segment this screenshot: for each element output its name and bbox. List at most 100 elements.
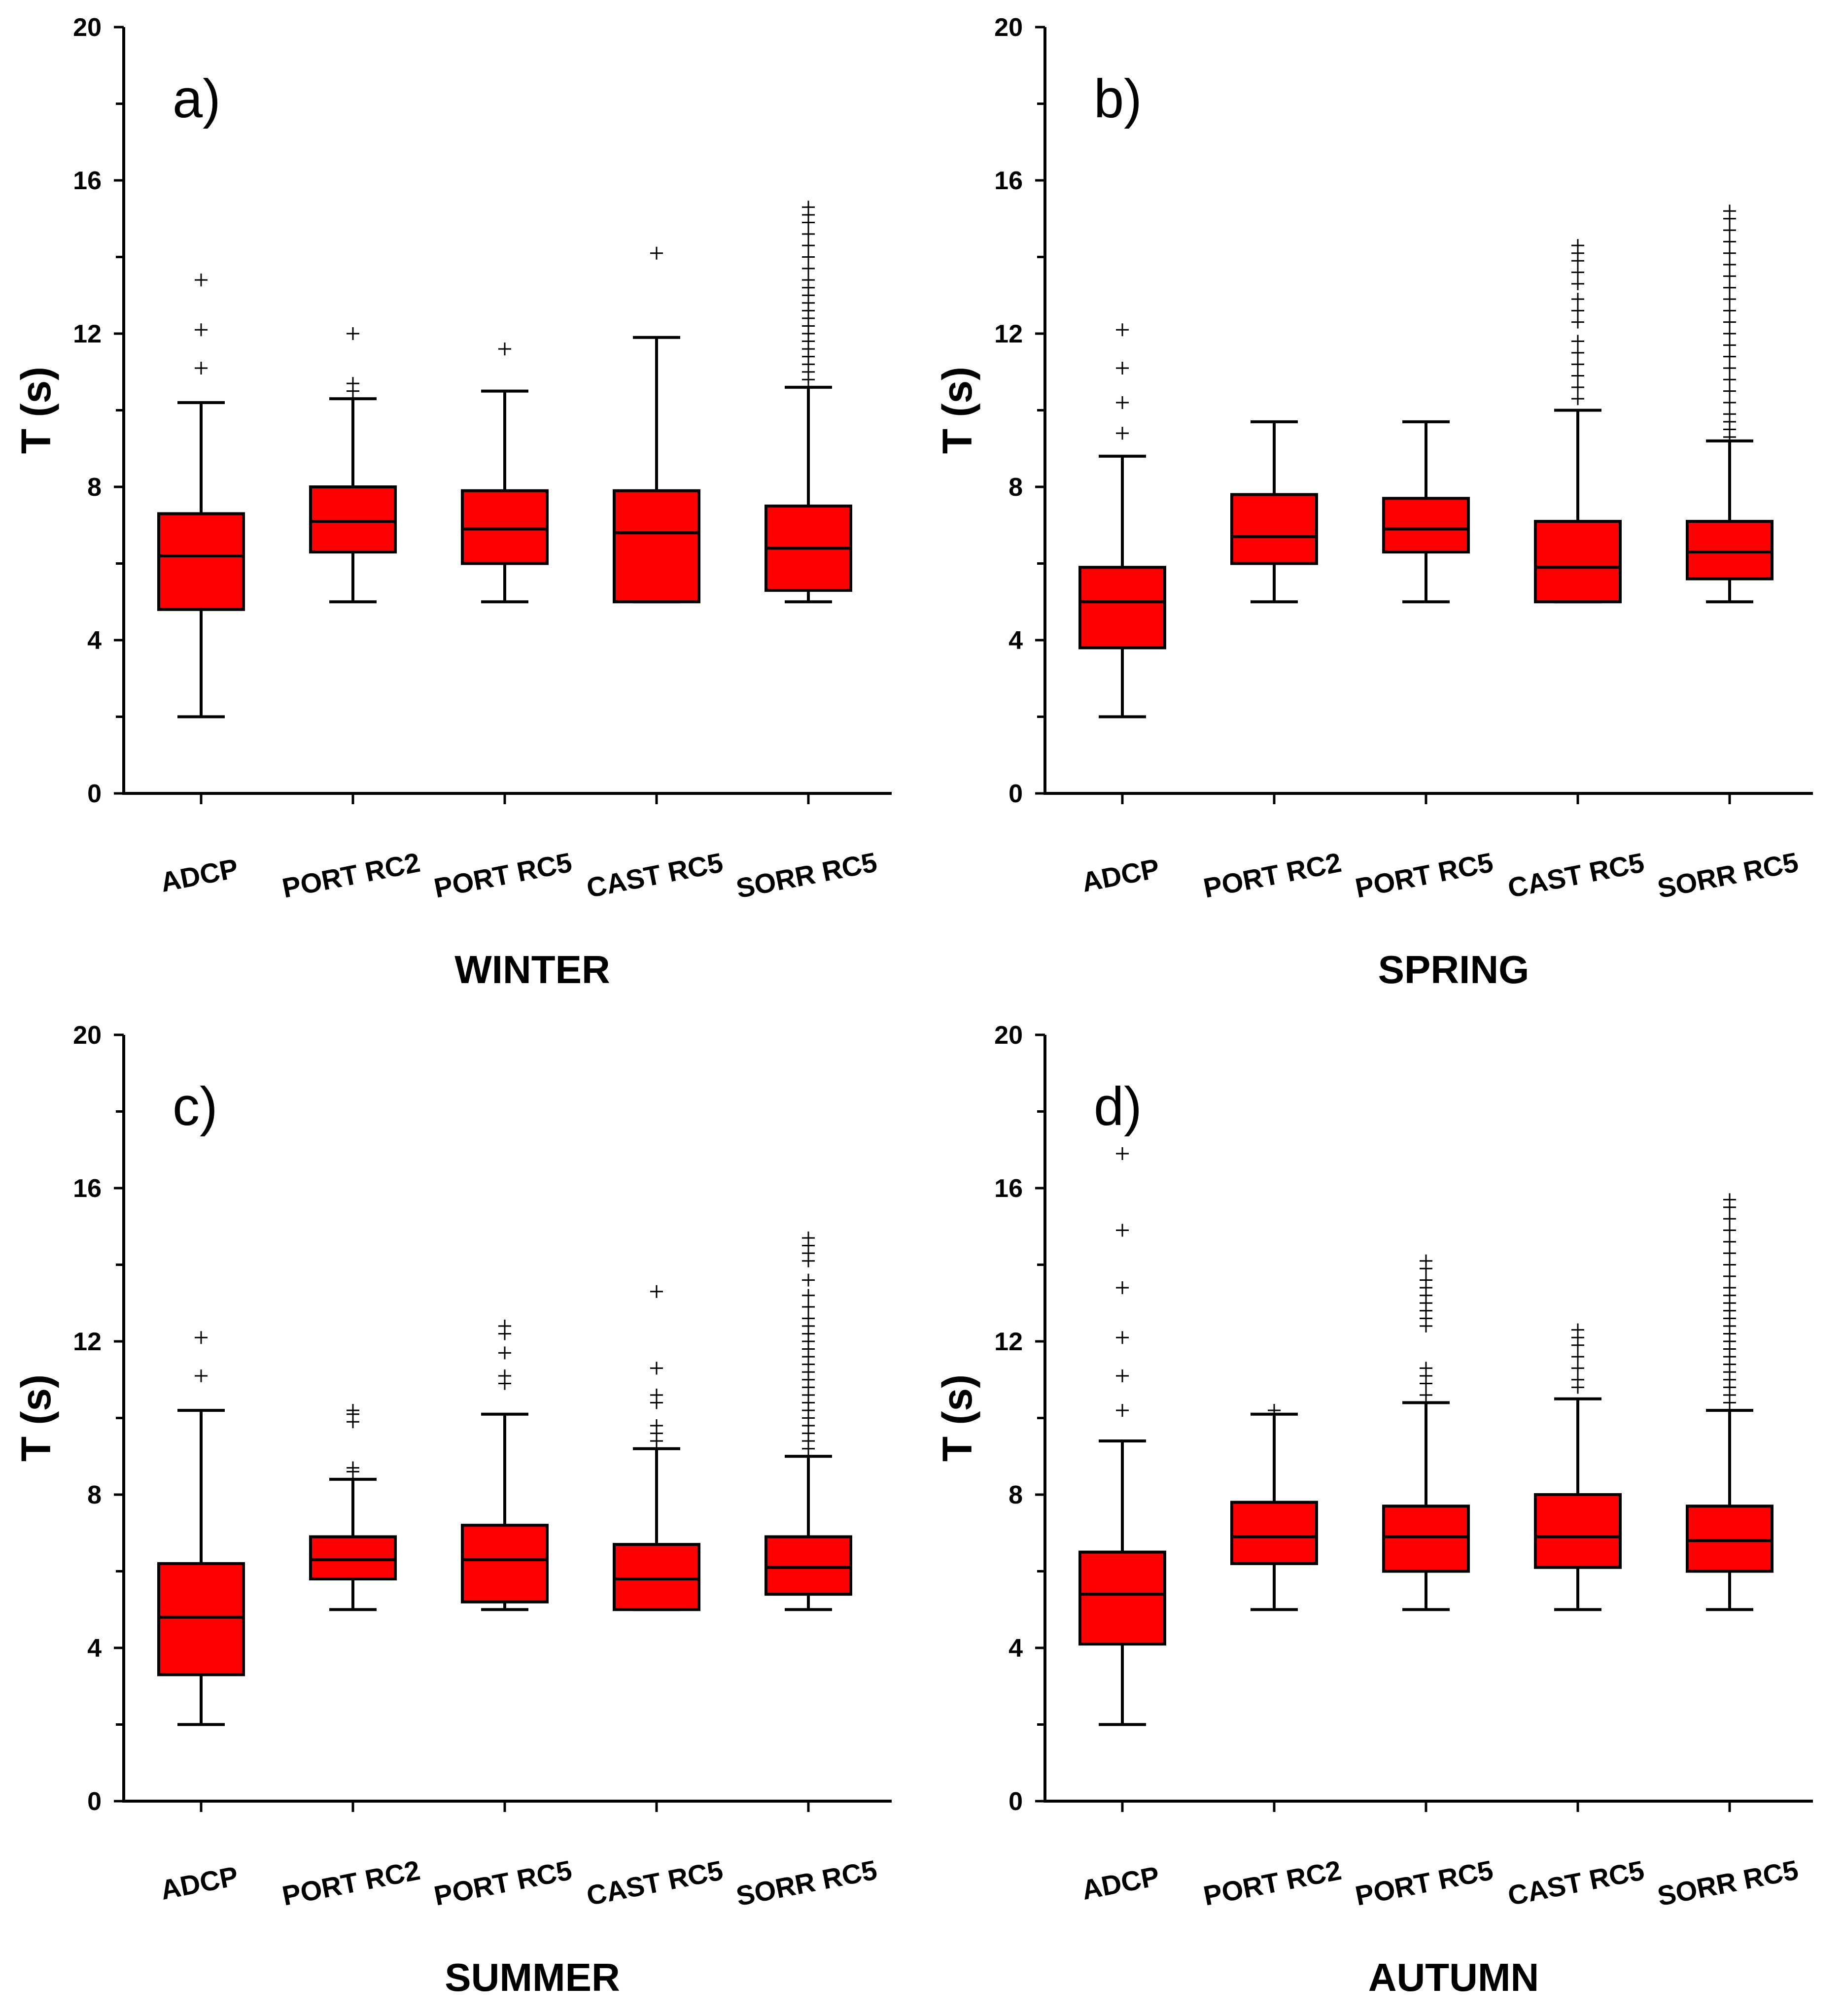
outlier-point [802, 273, 815, 287]
outlier-point [650, 1362, 663, 1375]
outlier-point [1420, 1273, 1432, 1287]
outlier-point [347, 377, 359, 390]
x-tick-label: ADCP [1079, 1860, 1162, 1906]
outlier-point [1723, 1269, 1736, 1283]
outlier-point [1723, 1247, 1736, 1260]
x-tick-label: SORR RC5 [733, 1854, 879, 1912]
y-axis-label: T (s) [934, 367, 980, 454]
x-tick-label: PORT RC2 [279, 847, 422, 904]
box-iqr [613, 1543, 700, 1611]
outlier-point [1116, 427, 1129, 440]
box-iqr [461, 1524, 549, 1604]
outlier-point [1116, 323, 1129, 337]
outlier-point [1571, 1373, 1584, 1386]
outlier-point [1723, 293, 1736, 306]
outlier-point [498, 1346, 511, 1360]
outlier-point [1268, 1403, 1281, 1417]
outlier-point [1116, 1403, 1129, 1417]
outlier-point [802, 1312, 815, 1325]
season-title: AUTUMN [1368, 1955, 1539, 1999]
x-tick-label: PORT RC5 [431, 847, 574, 904]
y-tick-label: 16 [73, 1174, 102, 1203]
outlier-point [1723, 1281, 1736, 1295]
outlier-point [1116, 1331, 1129, 1344]
y-tick-label: 4 [87, 1634, 102, 1663]
outlier-point [1723, 281, 1736, 294]
box-iqr [461, 489, 549, 565]
outlier-point [1723, 361, 1736, 375]
outlier-point [1571, 369, 1584, 382]
outlier-point [1723, 304, 1736, 317]
outlier-point [195, 1369, 208, 1382]
outlier-point [1723, 373, 1736, 386]
y-tick-label: 12 [73, 1328, 102, 1356]
outlier-point [1420, 1388, 1432, 1401]
outlier-point [1116, 1147, 1129, 1161]
outlier-point [195, 361, 208, 375]
season-title: SPRING [1378, 948, 1530, 991]
outlier-point [1723, 339, 1736, 352]
panel-c-summer: 0 4 8 12 16 20 T (s) c) SUMMER ADCP PORT RC2 PORT R… [13, 1021, 892, 1999]
box-iqr [765, 1535, 852, 1596]
outlier-point [1723, 1193, 1736, 1206]
x-tick-label: PORT RC2 [279, 1854, 422, 1912]
box-iqr [157, 512, 245, 611]
y-tick-label: 0 [87, 780, 102, 808]
y-tick-label: 20 [994, 1021, 1023, 1050]
box-iqr [1078, 566, 1166, 649]
outlier-point [1723, 258, 1736, 272]
outlier-point [1723, 315, 1736, 329]
x-tick-label: ADCP [158, 853, 241, 898]
box-iqr [309, 1535, 397, 1581]
outlier-point [1116, 1369, 1129, 1382]
season-title: WINTER [454, 948, 610, 991]
outlier-point [1571, 239, 1584, 252]
x-tick-label: PORT RC2 [1201, 847, 1344, 904]
outlier-point [1723, 1224, 1736, 1237]
x-tick-label: ADCP [1079, 853, 1162, 898]
outlier-point [195, 273, 208, 287]
outlier-point [1571, 346, 1584, 359]
outlier-point [1723, 1235, 1736, 1248]
outlier-point [1723, 384, 1736, 398]
panel-d-autumn: 0 4 8 12 16 20 T (s) d) AUTUMN ADCP PORT RC2 PORT R… [934, 1021, 1813, 1999]
outlier-point [650, 1285, 663, 1298]
x-tick-label: CAST RC5 [584, 847, 726, 903]
outlier-point [802, 250, 815, 264]
x-tick-label: CAST RC5 [584, 1854, 726, 1911]
outlier-point [195, 1331, 208, 1344]
outlier-point [1723, 235, 1736, 248]
outlier-point [1571, 335, 1584, 348]
outlier-point [1723, 270, 1736, 283]
box-iqr [309, 485, 397, 554]
outlier-point [1116, 361, 1129, 375]
x-tick-label: PORT RC5 [1353, 847, 1495, 904]
outlier-point [347, 327, 359, 340]
box-iqr [613, 489, 700, 604]
outlier-point [1116, 396, 1129, 409]
outlier-point [1571, 358, 1584, 371]
y-tick-label: 8 [1008, 473, 1023, 502]
outlier-point [1723, 1212, 1736, 1226]
box-iqr [1686, 519, 1773, 581]
x-tick-label: ADCP [158, 1860, 241, 1906]
outlier-point [802, 227, 815, 240]
outlier-point [347, 1403, 359, 1417]
box-iqr [157, 1562, 245, 1676]
outlier-point [802, 1231, 815, 1245]
outlier-point [802, 1289, 815, 1302]
outlier-point [1571, 1350, 1584, 1364]
outlier-point [650, 1388, 663, 1401]
y-tick-label: 12 [73, 320, 102, 348]
panel-letter: b) [1094, 68, 1142, 129]
x-tick-label: PORT RC5 [431, 1854, 574, 1912]
box-iqr [1078, 1550, 1166, 1646]
outlier-point [1723, 224, 1736, 237]
box-iqr [1534, 519, 1622, 604]
y-tick-label: 16 [73, 167, 102, 195]
outlier-point [1723, 396, 1736, 409]
x-tick-label: SORR RC5 [733, 846, 879, 904]
outlier-point [802, 1300, 815, 1314]
outlier-point [1571, 315, 1584, 329]
box-iqr [1534, 1493, 1622, 1569]
